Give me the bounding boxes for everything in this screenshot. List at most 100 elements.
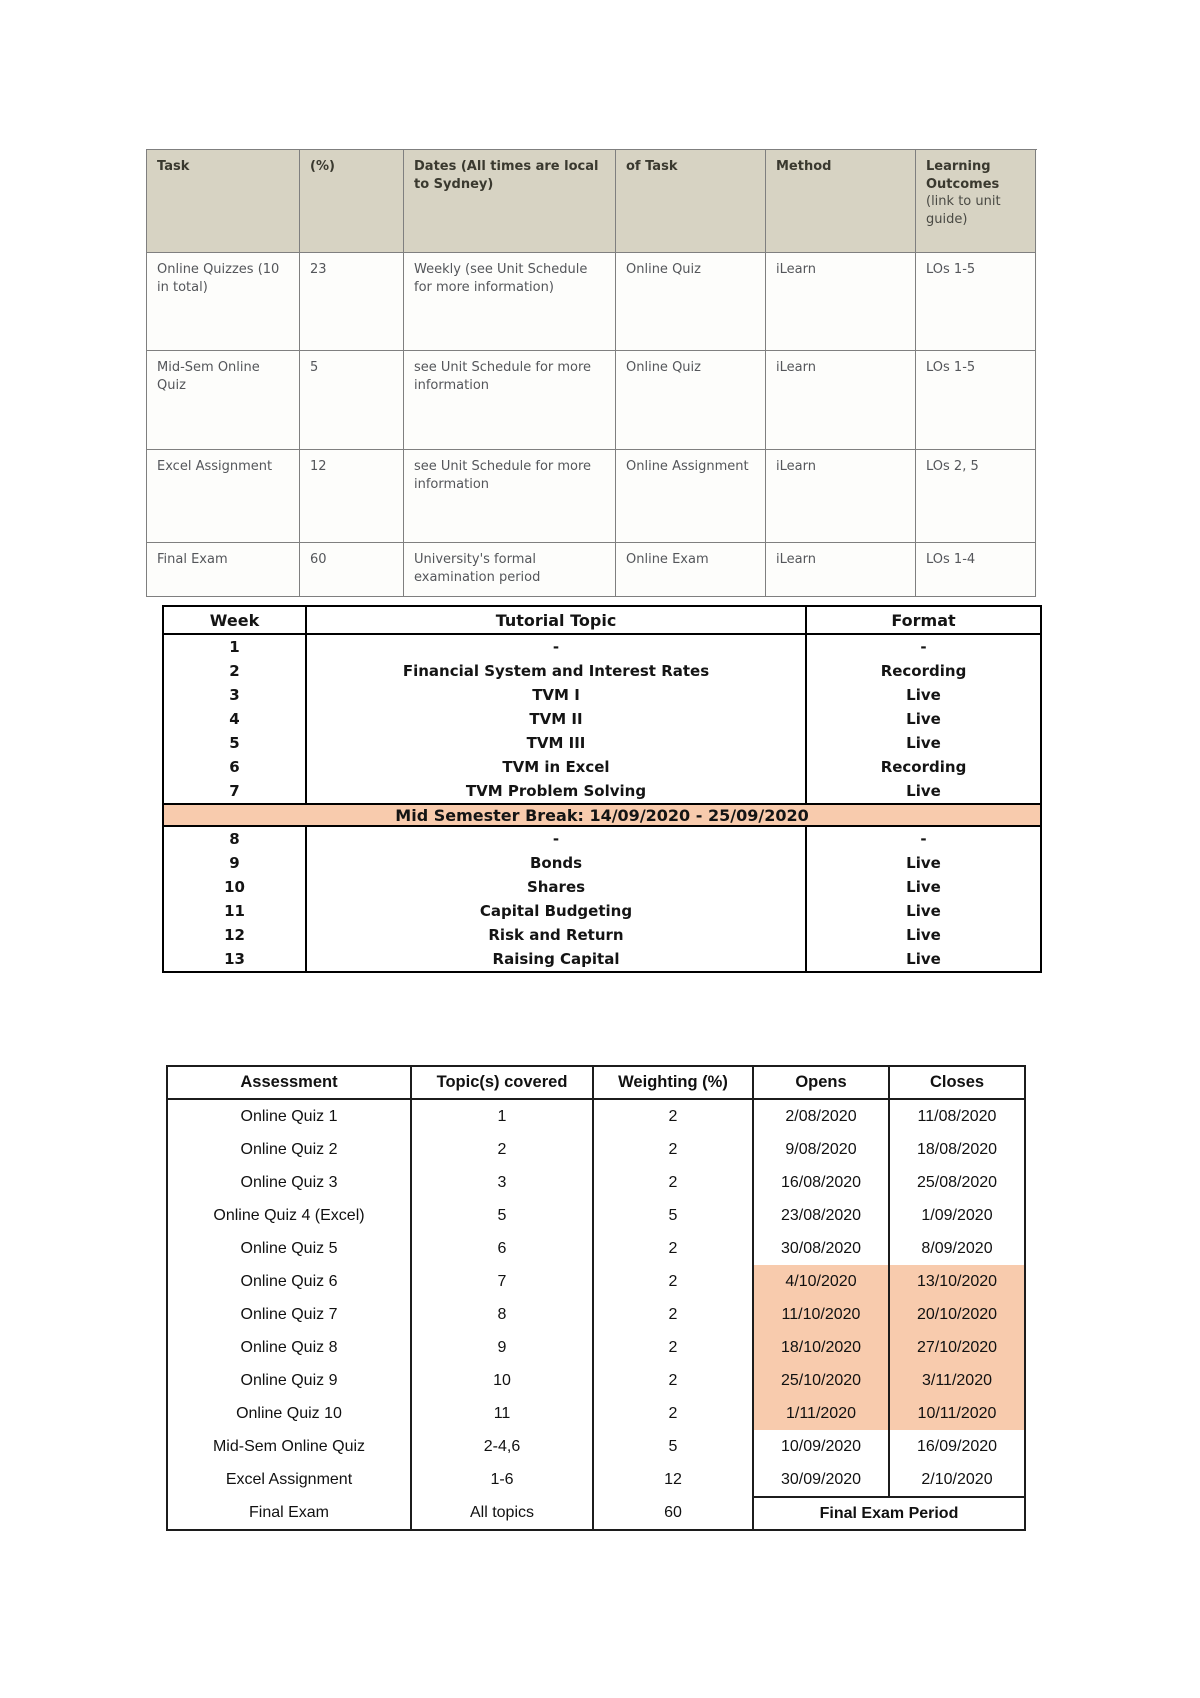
opens-cell: 4/10/2020 xyxy=(754,1265,890,1298)
task-table-cell: iLearn xyxy=(766,450,916,543)
final-exam-period-cell: Final Exam Period xyxy=(754,1496,1024,1529)
column-header-tutorial-topic: Tutorial Topic xyxy=(307,607,807,635)
assessment-cell: Online Quiz 8 xyxy=(168,1331,412,1364)
closes-cell: 16/09/2020 xyxy=(916,1437,998,1455)
topics-covered-cell: 8 xyxy=(412,1298,594,1331)
task-table-cell: iLearn xyxy=(766,351,916,450)
weighting-cell: 2 xyxy=(594,1397,754,1430)
task-table-cell: Final Exam xyxy=(147,543,300,597)
week-cell: 8 xyxy=(164,827,307,851)
opens-cell: 23/08/2020 xyxy=(754,1199,890,1232)
closes-cell: 10/11/2020 xyxy=(890,1397,1024,1430)
task-table-cell: Mid-Sem Online Quiz xyxy=(147,351,300,450)
assessment-cell: Excel Assignment xyxy=(168,1463,412,1496)
format-cell: Live xyxy=(906,686,941,704)
closes-cell: 2/10/2020 xyxy=(921,1470,993,1488)
task-table-cell: Weekly (see Unit Schedule for more infor… xyxy=(404,253,616,351)
format-cell: Live xyxy=(906,878,941,896)
assessment-cell: Online Quiz 6 xyxy=(168,1265,412,1298)
column-header-weighting: Weighting (%) xyxy=(594,1067,754,1100)
assessment-cell: Online Quiz 3 xyxy=(168,1166,412,1199)
weighting-cell: 5 xyxy=(594,1430,754,1463)
column-header-of-task: of Task xyxy=(616,150,766,253)
weighting-cell: 2 xyxy=(594,1133,754,1166)
week-cell: 2 xyxy=(164,659,307,683)
opens-cell: 1/11/2020 xyxy=(754,1397,890,1430)
opens-cell: 11/10/2020 xyxy=(754,1298,890,1331)
task-table-cell: iLearn xyxy=(766,253,916,351)
closes-cell: 18/08/2020 xyxy=(916,1140,998,1158)
weighting-cell: 2 xyxy=(594,1232,754,1265)
closes-cell: 11/08/2020 xyxy=(917,1107,997,1125)
column-header-dates: Dates (All times are local to Sydney) xyxy=(404,150,616,253)
assessment-cell: Online Quiz 5 xyxy=(168,1232,412,1265)
task-table-cell: University's formal examination period xyxy=(404,543,616,597)
tutorial-topic-cell: TVM III xyxy=(307,731,807,755)
tutorial-topic-cell: Risk and Return xyxy=(307,923,807,947)
assessment-detail-table: Assessment Topic(s) covered Weighting (%… xyxy=(166,1065,1026,1531)
closes-cell: 27/10/2020 xyxy=(890,1331,1024,1364)
opens-cell: 18/10/2020 xyxy=(754,1331,890,1364)
column-header-topics-covered: Topic(s) covered xyxy=(412,1067,594,1100)
task-table-cell: Online Assignment xyxy=(616,450,766,543)
task-table-cell: 60 xyxy=(300,543,404,597)
assessment-cell: Online Quiz 1 xyxy=(168,1100,412,1133)
tutorial-topic-cell: - xyxy=(307,635,807,659)
weighting-cell: 2 xyxy=(594,1331,754,1364)
opens-cell: 30/08/2020 xyxy=(754,1232,890,1265)
closes-cell: 8/09/2020 xyxy=(921,1239,993,1257)
task-table-cell: 23 xyxy=(300,253,404,351)
task-table-cell: LOs 1-5 xyxy=(916,351,1036,450)
column-header-weight: (%) xyxy=(300,150,404,253)
task-table-cell: Online Quiz xyxy=(616,351,766,450)
tutorial-topic-cell: TVM I xyxy=(307,683,807,707)
topics-covered-cell: 2 xyxy=(412,1133,594,1166)
closes-cell: 20/10/2020 xyxy=(890,1298,1024,1331)
topics-covered-cell: 10 xyxy=(412,1364,594,1397)
format-cell: Live xyxy=(906,734,941,752)
tutorial-topic-cell: TVM Problem Solving xyxy=(307,779,807,803)
task-table-cell: Excel Assignment xyxy=(147,450,300,543)
task-table-cell: Online Quiz xyxy=(616,253,766,351)
learning-outcomes-note: (link to unit guide) xyxy=(926,194,1001,227)
assessment-cell: Online Quiz 2 xyxy=(168,1133,412,1166)
column-header-method: Method xyxy=(766,150,916,253)
format-cell: Live xyxy=(906,854,941,872)
tutorial-topic-cell: Shares xyxy=(307,875,807,899)
assessment-cell: Online Quiz 4 (Excel) xyxy=(168,1199,412,1232)
topics-covered-cell: All topics xyxy=(412,1496,594,1529)
tutorial-topic-cell: Bonds xyxy=(307,851,807,875)
column-header-week: Week xyxy=(164,607,307,635)
tutorial-topic-cell: - xyxy=(307,827,807,851)
task-table-cell: 12 xyxy=(300,450,404,543)
weighting-cell: 12 xyxy=(594,1463,754,1496)
task-table-cell: LOs 1-4 xyxy=(916,543,1036,597)
task-table-cell: see Unit Schedule for more information xyxy=(404,450,616,543)
opens-cell: 30/09/2020 xyxy=(754,1463,890,1496)
closes-cell: 13/10/2020 xyxy=(890,1265,1024,1298)
task-table-cell: Online Exam xyxy=(616,543,766,597)
closes-cell: 3/11/2020 xyxy=(890,1364,1024,1397)
opens-cell: 9/08/2020 xyxy=(754,1133,890,1166)
week-cell: 10 xyxy=(164,875,307,899)
closes-cell: 25/08/2020 xyxy=(916,1173,998,1191)
tutorial-topic-cell: Capital Budgeting xyxy=(307,899,807,923)
week-cell: 6 xyxy=(164,755,307,779)
tutorial-topic-cell: TVM in Excel xyxy=(307,755,807,779)
format-cell: Live xyxy=(906,902,941,920)
week-cell: 5 xyxy=(164,731,307,755)
column-header-task: Task xyxy=(147,150,300,253)
week-cell: 3 xyxy=(164,683,307,707)
task-table-cell: LOs 1-5 xyxy=(916,253,1036,351)
task-table-cell: see Unit Schedule for more information xyxy=(404,351,616,450)
task-table-cell: Online Quizzes (10 in total) xyxy=(147,253,300,351)
opens-cell: 10/09/2020 xyxy=(754,1430,890,1463)
topics-covered-cell: 7 xyxy=(412,1265,594,1298)
week-cell: 9 xyxy=(164,851,307,875)
column-header-assessment: Assessment xyxy=(168,1067,412,1100)
format-cell: Recording xyxy=(880,758,967,776)
week-cell: 7 xyxy=(164,779,307,803)
format-cell: - xyxy=(920,830,927,848)
tutorial-topic-cell: Raising Capital xyxy=(307,947,807,971)
